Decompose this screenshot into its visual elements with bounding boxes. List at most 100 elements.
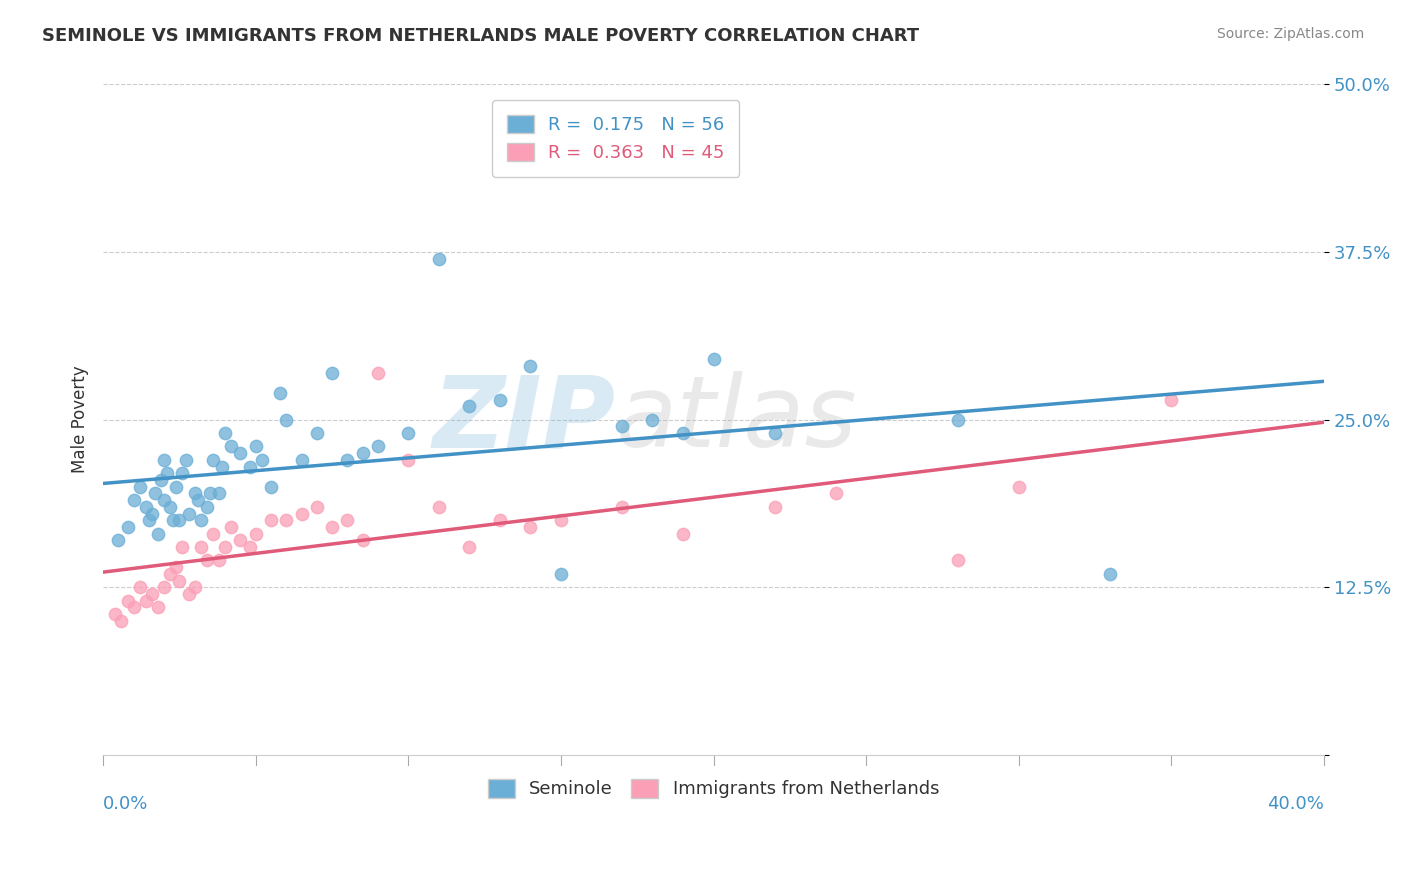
- Point: [128, 580, 150, 594]
- Point: [201, 526, 224, 541]
- Point: [458, 399, 481, 413]
- Point: [190, 540, 212, 554]
- Point: [610, 500, 633, 514]
- Point: [165, 480, 187, 494]
- Point: [107, 533, 129, 548]
- Point: [396, 426, 419, 441]
- Point: [183, 486, 205, 500]
- Y-axis label: Male Poverty: Male Poverty: [72, 366, 89, 474]
- Point: [159, 566, 181, 581]
- Point: [672, 426, 695, 441]
- Point: [336, 453, 359, 467]
- Point: [172, 467, 194, 481]
- Point: [229, 446, 252, 460]
- Point: [117, 520, 139, 534]
- Point: [427, 252, 450, 266]
- Point: [260, 513, 283, 527]
- Point: [321, 366, 343, 380]
- Point: [763, 500, 786, 514]
- Point: [153, 580, 176, 594]
- Text: 40.0%: 40.0%: [1267, 795, 1324, 814]
- Point: [153, 493, 176, 508]
- Point: [245, 440, 267, 454]
- Point: [250, 453, 273, 467]
- Point: [177, 587, 200, 601]
- Point: [208, 486, 231, 500]
- Point: [489, 392, 512, 407]
- Point: [641, 412, 664, 426]
- Point: [187, 493, 209, 508]
- Point: [141, 587, 163, 601]
- Point: [702, 352, 724, 367]
- Text: SEMINOLE VS IMMIGRANTS FROM NETHERLANDS MALE POVERTY CORRELATION CHART: SEMINOLE VS IMMIGRANTS FROM NETHERLANDS …: [42, 27, 920, 45]
- Point: [245, 526, 267, 541]
- Point: [352, 533, 374, 548]
- Point: [672, 526, 695, 541]
- Point: [165, 560, 187, 574]
- Point: [195, 553, 218, 567]
- Point: [260, 480, 283, 494]
- Point: [336, 513, 359, 527]
- Point: [427, 500, 450, 514]
- Point: [305, 500, 328, 514]
- Point: [211, 459, 233, 474]
- Point: [1160, 392, 1182, 407]
- Point: [305, 426, 328, 441]
- Point: [128, 480, 150, 494]
- Point: [1008, 480, 1031, 494]
- Point: [169, 513, 191, 527]
- Point: [610, 419, 633, 434]
- Point: [150, 473, 173, 487]
- Point: [122, 493, 145, 508]
- Point: [122, 600, 145, 615]
- Point: [153, 453, 176, 467]
- Point: [117, 593, 139, 607]
- Point: [458, 540, 481, 554]
- Point: [221, 520, 243, 534]
- Point: [198, 486, 221, 500]
- Point: [190, 513, 212, 527]
- Point: [162, 513, 184, 527]
- Point: [201, 453, 224, 467]
- Point: [146, 526, 169, 541]
- Point: [321, 520, 343, 534]
- Point: [159, 500, 181, 514]
- Point: [195, 500, 218, 514]
- Point: [489, 513, 512, 527]
- Point: [269, 385, 291, 400]
- Point: [146, 600, 169, 615]
- Point: [104, 607, 127, 621]
- Point: [239, 540, 262, 554]
- Point: [946, 412, 969, 426]
- Point: [135, 593, 157, 607]
- Point: [519, 359, 541, 373]
- Point: [367, 440, 389, 454]
- Point: [177, 507, 200, 521]
- Point: [946, 553, 969, 567]
- Point: [138, 513, 160, 527]
- Text: 0.0%: 0.0%: [103, 795, 149, 814]
- Point: [367, 366, 389, 380]
- Point: [396, 453, 419, 467]
- Point: [214, 426, 236, 441]
- Point: [550, 566, 572, 581]
- Point: [135, 500, 157, 514]
- Point: [519, 520, 541, 534]
- Point: [229, 533, 252, 548]
- Point: [290, 453, 312, 467]
- Point: [276, 412, 298, 426]
- Point: [550, 513, 572, 527]
- Point: [290, 507, 312, 521]
- Point: [221, 440, 243, 454]
- Point: [183, 580, 205, 594]
- Point: [156, 467, 179, 481]
- Point: [141, 507, 163, 521]
- Point: [1099, 566, 1122, 581]
- Point: [169, 574, 191, 588]
- Point: [763, 426, 786, 441]
- Point: [172, 540, 194, 554]
- Point: [239, 459, 262, 474]
- Point: [352, 446, 374, 460]
- Point: [208, 553, 231, 567]
- Point: [110, 614, 132, 628]
